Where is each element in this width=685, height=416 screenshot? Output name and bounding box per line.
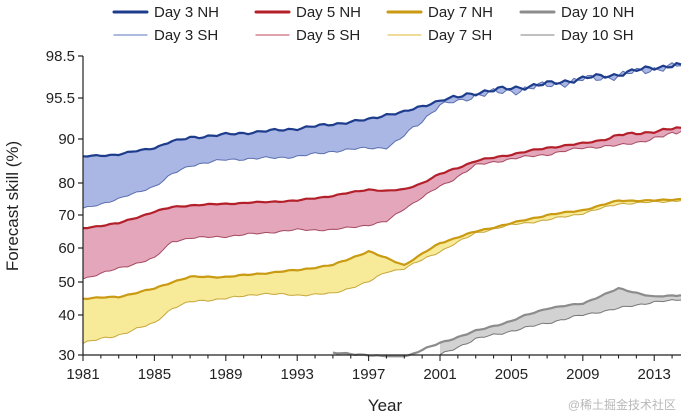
- legend-item-day-10-nh: Day 10 NH: [519, 4, 634, 21]
- y-tick-label: 50: [58, 274, 75, 291]
- x-tick-label: 1985: [138, 366, 171, 383]
- legend-label: Day 5 NH: [296, 4, 361, 21]
- x-tick-label: 2001: [423, 366, 456, 383]
- legend-item-day-7-nh: Day 7 NH: [386, 4, 493, 21]
- band-day-7: [83, 199, 681, 344]
- legend-item-day-10-sh: Day 10 SH: [520, 27, 634, 44]
- line-day-7-nh: [82, 197, 682, 300]
- line-day-7-sh: [82, 200, 682, 344]
- series-lines-layer: [82, 62, 682, 358]
- legend-label: Day 10 SH: [561, 27, 634, 44]
- y-tick-label: 80: [58, 175, 75, 192]
- watermark: @稀土掘金技术社区: [568, 397, 676, 412]
- line-day-10-nh: [332, 287, 682, 358]
- y-tick-label: 90: [58, 131, 75, 148]
- legend-item-day-3-sh: Day 3 SH: [113, 27, 218, 44]
- x-tick-label: 1981: [66, 366, 99, 383]
- y-tick-label: 95.5: [46, 90, 75, 107]
- legend-label: Day 3 NH: [154, 4, 219, 21]
- bands-layer: [83, 62, 681, 355]
- legend-item-day-5-nh: Day 5 NH: [254, 4, 361, 21]
- y-tick-label: 40: [58, 307, 75, 324]
- legend-label: Day 3 SH: [154, 27, 218, 44]
- x-tick-label: 2013: [638, 366, 671, 383]
- legend: Day 3 NH Day 5 NH Day 7 NH Day 10 NH Day 3 S…: [112, 4, 634, 44]
- y-tick-label: 98.5: [46, 48, 75, 65]
- legend-label: Day 10 NH: [561, 4, 634, 21]
- line-day-3-nh: [82, 62, 682, 158]
- x-tick-label: 1997: [352, 366, 385, 383]
- x-tick-label: 2009: [566, 366, 599, 383]
- axes: 30 40 50 60 70 80 90 95.5 98.5 1981 1985 1989 1993 19…: [46, 48, 681, 383]
- legend-label: Day 7 NH: [428, 4, 493, 21]
- legend-item-day-7-sh: Day 7 SH: [387, 27, 492, 44]
- band-day-5: [83, 127, 681, 280]
- band-day-3: [83, 62, 681, 209]
- x-tick-label: 1993: [281, 366, 314, 383]
- line-day-3-sh: [82, 62, 682, 209]
- line-day-10-sh: [439, 299, 682, 356]
- line-day-5-sh: [82, 131, 682, 280]
- y-tick-label: 30: [58, 347, 75, 364]
- y-tick-label: 70: [58, 207, 75, 224]
- band-day-10: [440, 288, 681, 355]
- legend-label: Day 7 SH: [428, 27, 492, 44]
- line-day-5-nh: [83, 126, 682, 230]
- y-tick-label: 60: [58, 240, 75, 257]
- x-tick-label: 2005: [495, 366, 528, 383]
- x-axis-title: Year: [368, 396, 403, 415]
- legend-item-day-5-sh: Day 5 SH: [255, 27, 360, 44]
- legend-item-day-3-nh: Day 3 NH: [112, 4, 219, 21]
- legend-label: Day 5 SH: [296, 27, 360, 44]
- y-axis-title: Forecast skill (%): [3, 141, 22, 271]
- x-tick-label: 1989: [209, 366, 242, 383]
